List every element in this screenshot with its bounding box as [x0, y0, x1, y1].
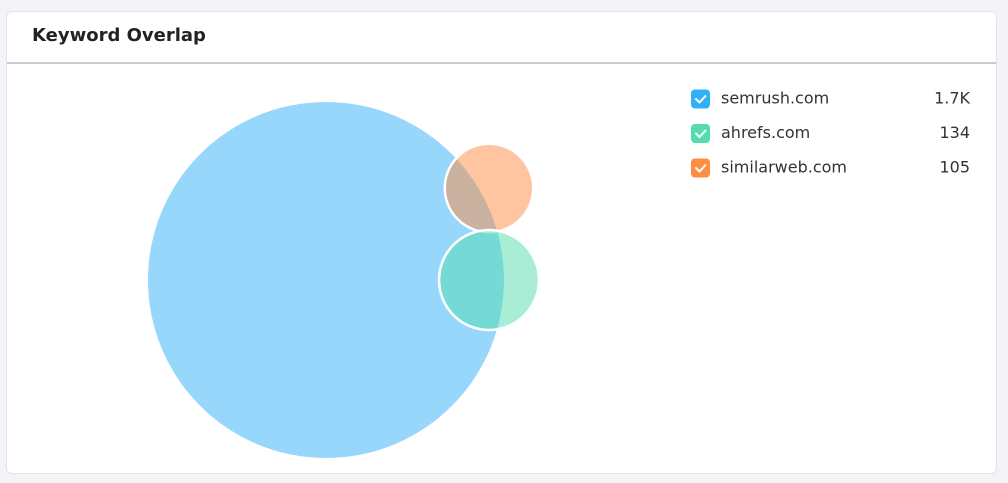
legend-label: semrush.com	[721, 89, 829, 108]
legend-label: ahrefs.com	[721, 123, 810, 142]
legend-value: 1.7K	[934, 89, 970, 108]
venn-circle	[443, 142, 535, 234]
venn-circle	[437, 228, 541, 332]
checkmark	[695, 164, 707, 173]
legend-value: 134	[939, 123, 970, 142]
legend-label: similarweb.com	[721, 158, 847, 177]
legend-value: 105	[939, 158, 970, 177]
card-title: Keyword Overlap	[32, 25, 206, 46]
checkmark	[695, 95, 707, 104]
checkmark	[695, 129, 707, 138]
venn-circle	[148, 102, 504, 458]
separator	[7, 62, 996, 64]
legend-checkbox[interactable]	[691, 89, 710, 109]
legend-checkbox[interactable]	[691, 158, 710, 178]
legend-checkbox[interactable]	[691, 124, 710, 143]
